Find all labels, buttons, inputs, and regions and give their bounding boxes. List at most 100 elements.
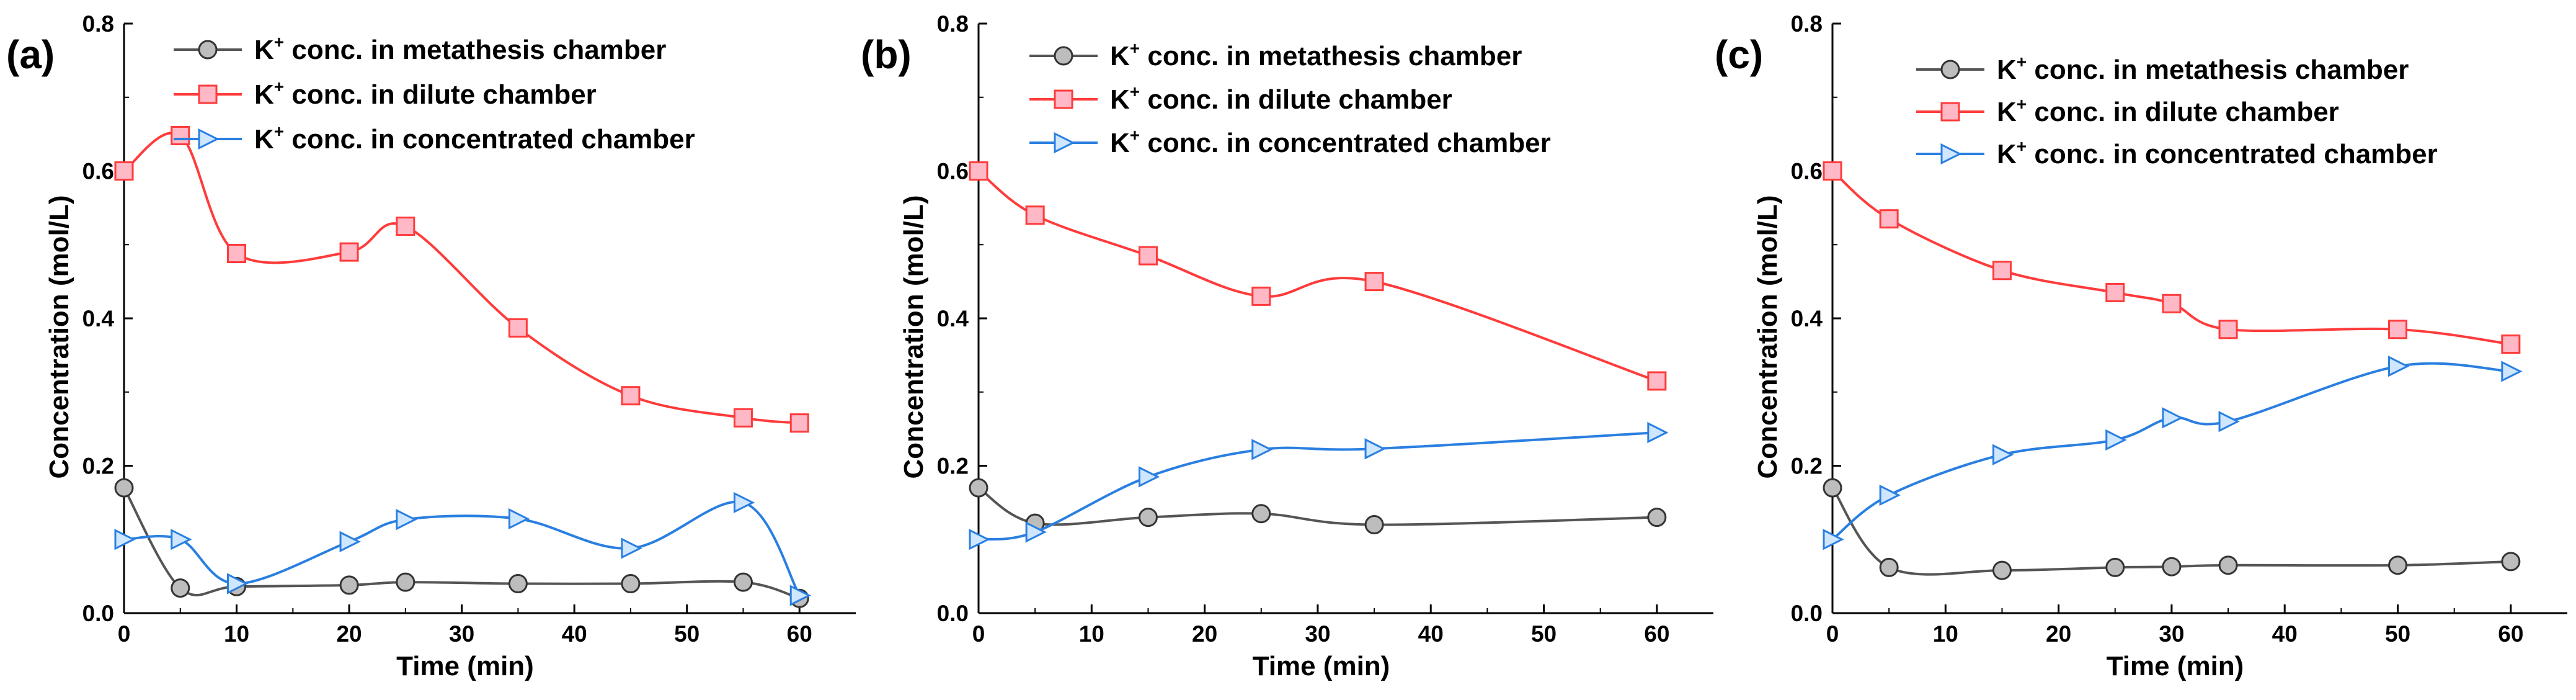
y-tick-label: 0.8	[937, 11, 969, 37]
data-point-dilute	[339, 242, 359, 262]
data-point-concentrated	[1138, 466, 1160, 488]
legend: K+ conc. in metathesis chamber K+ conc. i…	[1916, 52, 2438, 169]
legend-item-dilute: K+ conc. in dilute chamber	[1029, 82, 1452, 115]
legend-label-dilute: K+ conc. in dilute chamber	[254, 77, 597, 110]
legend-marker-dilute	[198, 84, 218, 104]
data-point-metathesis	[2105, 557, 2125, 577]
data-point-dilute	[508, 318, 528, 338]
x-tick-label: 50	[2385, 621, 2410, 647]
data-point-dilute	[1647, 371, 1667, 391]
data-point-concentrated	[339, 531, 361, 552]
data-point-metathesis	[2162, 557, 2182, 577]
data-point-dilute	[2218, 320, 2238, 339]
data-point-dilute	[1025, 205, 1045, 225]
x-tick-label: 40	[2272, 621, 2298, 647]
data-point-concentrated	[789, 585, 811, 606]
series-concentrated	[969, 421, 1669, 550]
chart-panel-3: 0.0 0.2 0.4 0.6 0.8 0 10 20 30 40 50 60 Time (min) Co…	[1715, 11, 2567, 681]
legend-label-dilute: K+ conc. in dilute chamber	[1110, 82, 1452, 115]
x-tick-label: 20	[1192, 621, 1217, 647]
series-metathesis	[114, 478, 809, 608]
data-point-metathesis	[1879, 557, 1899, 577]
data-point-dilute	[621, 386, 641, 406]
data-point-concentrated	[1823, 529, 1844, 550]
panel-label: (b)	[861, 32, 912, 77]
series-line-concentrated	[123, 500, 801, 596]
series-metathesis	[1823, 478, 2521, 580]
data-point-metathesis	[1251, 504, 1271, 524]
x-axis-title: Time (min)	[396, 651, 534, 681]
legend-marker-metathesis	[198, 40, 218, 60]
series-metathesis	[969, 478, 1667, 534]
legend-item-concentrated: K+ conc. in concentrated chamber	[174, 122, 695, 155]
chart-panel-2: 0.0 0.2 0.4 0.6 0.8 0 10 20 30 40 50 60 Time (min) Co…	[861, 11, 1713, 681]
series-concentrated	[1823, 356, 2523, 550]
data-point-concentrated	[1992, 444, 2014, 465]
data-point-dilute	[2162, 294, 2182, 313]
x-tick-label: 30	[1305, 621, 1330, 647]
y-tick-label: 0.2	[937, 454, 969, 479]
y-tick-label: 0.0	[82, 601, 114, 626]
y-tick-label: 0.6	[937, 159, 969, 184]
legend-marker-dilute	[1940, 102, 1960, 122]
y-tick-label: 0.2	[1791, 454, 1823, 479]
data-point-dilute	[1879, 209, 1899, 229]
legend-label-concentrated: K+ conc. in concentrated chamber	[1997, 137, 2438, 169]
series-dilute	[1823, 161, 2521, 354]
data-point-dilute	[1138, 246, 1158, 266]
data-point-concentrated	[1364, 438, 1386, 460]
x-tick-label: 60	[787, 621, 812, 647]
legend-marker-metathesis	[1054, 46, 1073, 66]
data-point-dilute	[733, 408, 753, 428]
x-tick-label: 40	[1418, 621, 1444, 647]
data-point-metathesis	[114, 478, 134, 498]
data-point-concentrated	[1025, 521, 1047, 543]
legend-item-concentrated: K+ conc. in concentrated chamber	[1029, 125, 1551, 158]
legend: K+ conc. in metathesis chamber K+ conc. i…	[174, 32, 695, 155]
data-point-dilute	[2105, 282, 2125, 302]
legend-item-dilute: K+ conc. in dilute chamber	[1916, 94, 2339, 127]
data-point-metathesis	[508, 574, 528, 593]
series-line-concentrated	[1831, 362, 2511, 541]
x-tick-label: 0	[118, 621, 131, 647]
data-point-dilute	[1823, 161, 1842, 181]
data-point-dilute	[1251, 286, 1271, 306]
legend-marker-dilute	[1054, 89, 1073, 109]
data-point-concentrated	[2388, 356, 2410, 377]
legend-item-concentrated: K+ conc. in concentrated chamber	[1916, 137, 2438, 169]
chart-panel-1: 0.0 0.2 0.4 0.6 0.8 0 10 20 30 40 50 60 Time (min) Co…	[6, 11, 856, 681]
data-point-dilute	[171, 126, 190, 145]
legend-item-dilute: K+ conc. in dilute chamber	[174, 77, 597, 110]
data-point-dilute	[1364, 272, 1384, 292]
data-point-dilute	[2501, 334, 2521, 354]
y-tick-label: 0.4	[82, 306, 115, 331]
data-point-concentrated	[227, 573, 249, 595]
data-point-metathesis	[2501, 552, 2521, 572]
data-point-concentrated	[1879, 484, 1901, 506]
x-tick-label: 60	[2498, 621, 2523, 647]
data-point-dilute	[396, 217, 415, 236]
legend-label-concentrated: K+ conc. in concentrated chamber	[254, 122, 695, 155]
legend-item-metathesis: K+ conc. in metathesis chamber	[1029, 38, 1522, 71]
x-tick-label: 0	[972, 621, 985, 647]
legend-label-metathesis: K+ conc. in metathesis chamber	[1997, 52, 2409, 85]
series-line-dilute	[123, 132, 800, 424]
data-point-dilute	[969, 161, 988, 181]
series-line-metathesis	[977, 487, 1657, 526]
y-tick-label: 0.6	[82, 159, 114, 184]
data-point-metathesis	[2388, 555, 2408, 575]
x-tick-label: 50	[1531, 621, 1557, 647]
y-tick-label: 0.6	[1791, 159, 1823, 184]
legend-marker-metathesis	[1940, 60, 1960, 79]
y-tick-label: 0.2	[82, 454, 114, 479]
legend-label-dilute: K+ conc. in dilute chamber	[1997, 94, 2339, 127]
data-point-metathesis	[1364, 515, 1384, 534]
data-point-metathesis	[339, 575, 359, 595]
y-tick-label: 0.0	[1791, 601, 1823, 626]
x-tick-label: 10	[1933, 621, 1958, 647]
data-point-metathesis	[1647, 508, 1667, 527]
data-point-concentrated	[2105, 429, 2127, 451]
y-tick-label: 0.4	[937, 306, 969, 331]
data-point-metathesis	[733, 572, 753, 592]
